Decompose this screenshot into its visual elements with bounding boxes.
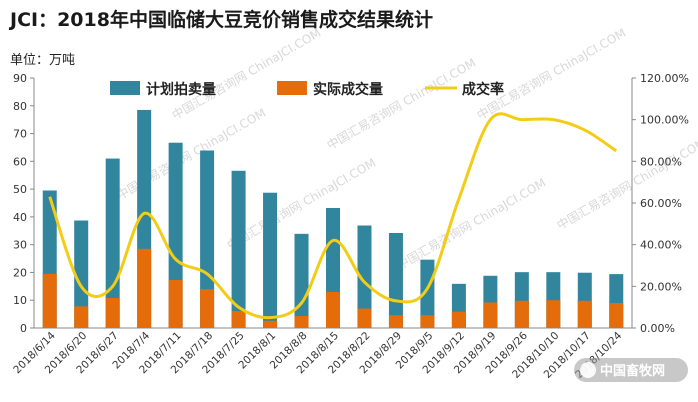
bar-actual	[263, 320, 278, 328]
bar-planned	[105, 158, 120, 328]
bar-planned	[231, 170, 246, 328]
bar-actual	[137, 248, 152, 328]
bar-actual	[546, 300, 561, 328]
bar-planned	[357, 225, 372, 328]
y-left-tick-label: 30	[13, 239, 27, 252]
bar-planned	[420, 259, 435, 328]
credit-badge: 中国畜牧网	[574, 358, 688, 382]
bar-actual	[609, 303, 624, 328]
bar-actual	[105, 298, 120, 328]
bar-actual	[577, 300, 592, 328]
bar-actual	[74, 306, 89, 328]
unit-label: 单位：万吨	[10, 53, 75, 68]
y-right-tick-label: 60.00%	[640, 197, 682, 210]
bar-actual	[388, 315, 403, 328]
actual-series	[42, 248, 624, 328]
y-left-tick-label: 90	[13, 72, 27, 85]
bar-planned	[388, 233, 403, 328]
planned-series	[42, 109, 624, 328]
bar-actual	[357, 308, 372, 328]
y-right-tick-label: 120.00%	[640, 72, 689, 85]
chart-title: JCI：2018年中国临储大豆竞价销售成交结果统计	[8, 8, 433, 31]
y-right-tick-label: 40.00%	[640, 239, 682, 252]
y-left-tick-label: 20	[13, 266, 27, 279]
y-left-tick-label: 50	[13, 183, 27, 196]
bar-planned	[74, 220, 89, 328]
bar-actual	[200, 289, 215, 328]
legend-swatch-actual	[277, 81, 307, 95]
bar-actual	[483, 302, 498, 328]
bar-actual	[231, 311, 246, 328]
y-left-tick-label: 80	[13, 100, 27, 113]
y-left-tick-label: 60	[13, 155, 27, 168]
bar-actual	[294, 316, 309, 328]
bar-actual	[326, 291, 340, 328]
legend-label-rate: 成交率	[462, 81, 504, 98]
bar-actual	[168, 279, 183, 328]
bar-actual	[514, 300, 529, 328]
y-left-tick-label: 10	[13, 294, 27, 307]
logo-icon	[580, 362, 596, 378]
y-left-tick-label: 70	[13, 128, 27, 141]
y-right-tick-label: 100.00%	[640, 114, 689, 127]
legend-label-planned: 计划拍卖量	[146, 81, 216, 98]
legend-swatch-planned	[110, 81, 140, 95]
y-right-tick-label: 80.00%	[640, 155, 682, 168]
bar-actual	[451, 311, 466, 328]
legend-label-actual: 实际成交量	[313, 81, 383, 98]
y-right-tick-label: 20.00%	[640, 280, 682, 293]
rate-series	[48, 112, 618, 320]
bar-actual	[42, 273, 57, 328]
y-left-tick-label: 40	[13, 211, 27, 224]
bar-actual	[420, 315, 435, 328]
credit-text: 中国畜牧网	[600, 363, 665, 379]
bar-planned	[263, 192, 278, 328]
rate-line-path	[48, 112, 618, 320]
y-right-tick-label: 0.00%	[640, 322, 675, 335]
bar-planned	[200, 150, 215, 328]
y-left-tick-label: 0	[20, 322, 27, 335]
bar-planned	[294, 233, 309, 328]
legend: 计划拍卖量 实际成交量 成交率	[110, 81, 504, 98]
